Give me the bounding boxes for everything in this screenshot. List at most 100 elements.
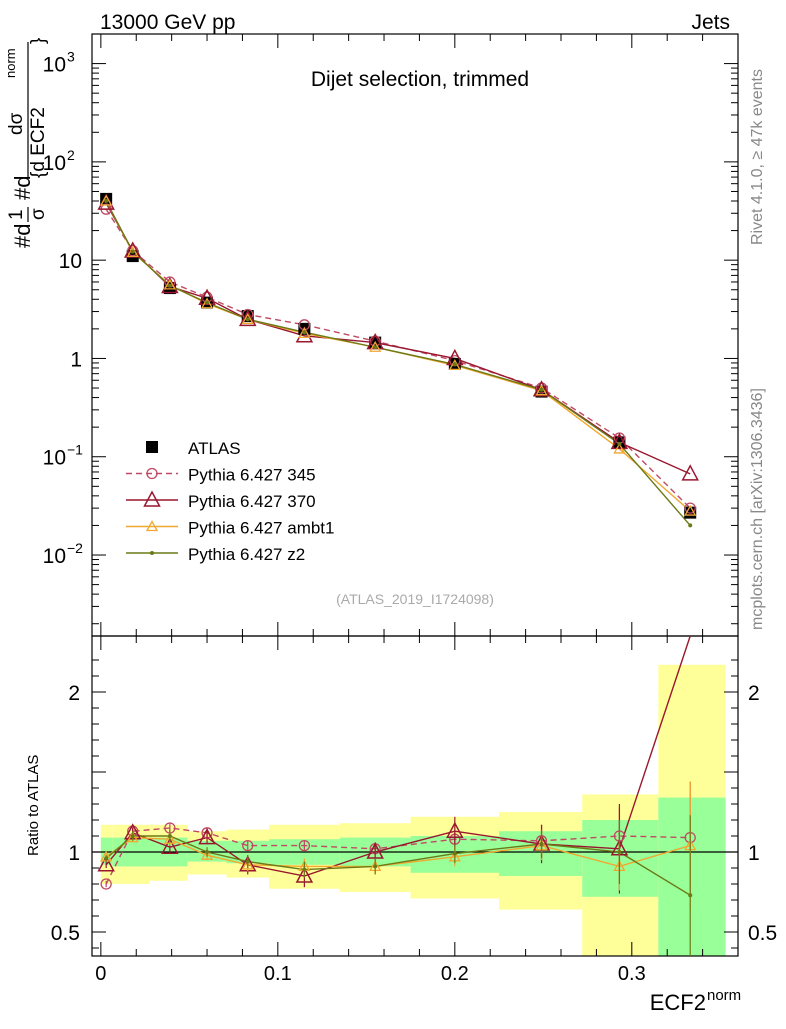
y-title-frac1-num: 1 — [6, 209, 27, 220]
ratio-plot-marks — [97, 635, 697, 956]
series-point-main — [369, 340, 382, 352]
series-point-main — [298, 319, 311, 331]
series-point-ratio — [245, 859, 250, 864]
series-point-main — [688, 523, 693, 528]
x-tick-label: 0.1 — [264, 963, 292, 985]
series-point-ratio — [539, 842, 544, 846]
series-point-main — [539, 387, 544, 392]
series-point-main — [205, 300, 210, 305]
series-point-ratio — [242, 839, 254, 852]
ratio-uncertainty-bands — [100, 664, 726, 956]
y-tick-label-ratio-right: 0.5 — [748, 922, 777, 945]
series-point-ratio — [373, 864, 378, 869]
series-point-main — [241, 312, 254, 324]
series-point-main — [104, 198, 109, 203]
series-point-main — [684, 502, 696, 514]
series-point-main — [532, 380, 551, 397]
y-tick-label-main: 1 — [70, 348, 82, 371]
process-label: Jets — [691, 11, 730, 34]
energy-label: 13000 GeV pp — [100, 11, 235, 34]
x-axis-title-sup: norm — [707, 987, 741, 1004]
mcplots-reference: mcplots.cern.ch [arXiv:1306.3436] — [749, 388, 766, 630]
x-tick-label: 0.3 — [618, 963, 646, 985]
legend-label: Pythia 6.427 ambt1 — [188, 519, 334, 538]
series-point-main — [684, 504, 697, 516]
y-tick-label-main: 10 — [59, 250, 82, 273]
series-point-ratio — [100, 878, 112, 890]
ratio-y-axis-title: Ratio to ATLAS — [25, 755, 42, 856]
series-point-ratio — [298, 839, 311, 852]
series-point-main — [167, 283, 172, 288]
y-title-part1: #d — [10, 224, 35, 248]
series-point-main — [163, 278, 176, 290]
series-point-main — [302, 330, 307, 335]
series-point-ratio — [241, 858, 254, 870]
series-point-main — [130, 249, 135, 254]
series-point-main — [373, 345, 378, 350]
series-point-ratio — [366, 842, 384, 859]
series-point-ratio — [302, 867, 307, 872]
legend-label: Pythia 6.427 345 — [188, 466, 316, 485]
series-point-ratio — [617, 850, 622, 854]
y-tick-label-ratio: 2 — [68, 682, 80, 705]
y-tick-label-main: 10 — [43, 54, 66, 77]
y-title-frac2-den: {d ECF2 — [28, 107, 49, 178]
y-tick-label-exp: −2 — [67, 540, 83, 556]
series-point-main — [245, 317, 250, 322]
legend: ATLAS Pythia 6.427 345 Pythia 6.427 370 Pyt… — [126, 439, 334, 564]
legend-marker — [146, 441, 158, 453]
series-point-main — [452, 362, 457, 367]
series-point-ratio — [205, 850, 210, 854]
series-point-main — [681, 464, 699, 481]
series-point-ratio — [200, 848, 214, 860]
series-point-main — [535, 384, 548, 396]
series-point-main — [448, 359, 461, 371]
series-point-main — [617, 441, 622, 446]
legend-marker — [143, 490, 161, 507]
series-point-main — [238, 309, 257, 327]
analysis-watermark: (ATLAS_2019_I1724098) — [336, 591, 494, 607]
legend-label: ATLAS — [188, 439, 241, 458]
legend-marker — [146, 467, 158, 480]
series-point-ratio — [688, 893, 693, 898]
inner-band-bin — [658, 797, 726, 956]
series-point-ratio — [126, 831, 139, 843]
y-tick-label-ratio: 1 — [68, 842, 80, 865]
y-tick-label-exp: −1 — [67, 442, 83, 458]
main-y-axis-title: #d 1 σ #d dσ {d ECF2 norm } — [3, 38, 49, 248]
x-tick-label: 0 — [95, 963, 106, 985]
inner-band-bin — [100, 837, 113, 865]
legend-marker — [145, 520, 159, 532]
y-tick-label-exp: 3 — [67, 49, 75, 65]
series-point-ratio — [167, 834, 172, 838]
legend-marker — [150, 551, 154, 555]
y-tick-label-ratio-right: 2 — [748, 682, 760, 705]
y-tick-label-main: 10 — [43, 545, 66, 568]
series-point-main — [127, 244, 139, 257]
series-point-main — [126, 246, 139, 258]
chart-title: Dijet selection, trimmed — [311, 68, 529, 91]
main-plot-marks — [97, 192, 699, 528]
legend-label: Pythia 6.427 z2 — [188, 545, 305, 564]
x-tick-label: 0.2 — [441, 963, 469, 985]
series-point-main — [298, 327, 311, 339]
x-axis-title: ECF2 — [650, 990, 706, 1015]
series-line-main — [105, 208, 691, 509]
y-tick-label-exp: 2 — [67, 147, 75, 163]
rivet-version-label: Rivet 4.1.0, ≥ 47k events — [749, 69, 766, 245]
y-tick-label-main: 10 — [43, 152, 66, 175]
series-point-ratio — [446, 821, 464, 838]
series-point-ratio — [163, 832, 176, 844]
series-point-main — [200, 297, 214, 309]
y-tick-label-main: 10 — [43, 447, 66, 470]
ratio-frame — [91, 635, 739, 957]
series-point-ratio — [161, 837, 179, 854]
y-title-part2: #d — [10, 176, 35, 200]
series-point-ratio — [130, 834, 135, 838]
y-tick-label-ratio-right: 1 — [748, 842, 760, 865]
legend-label: Pythia 6.427 370 — [188, 492, 316, 511]
series-point-main — [613, 442, 626, 454]
series-point-ratio — [104, 856, 109, 861]
